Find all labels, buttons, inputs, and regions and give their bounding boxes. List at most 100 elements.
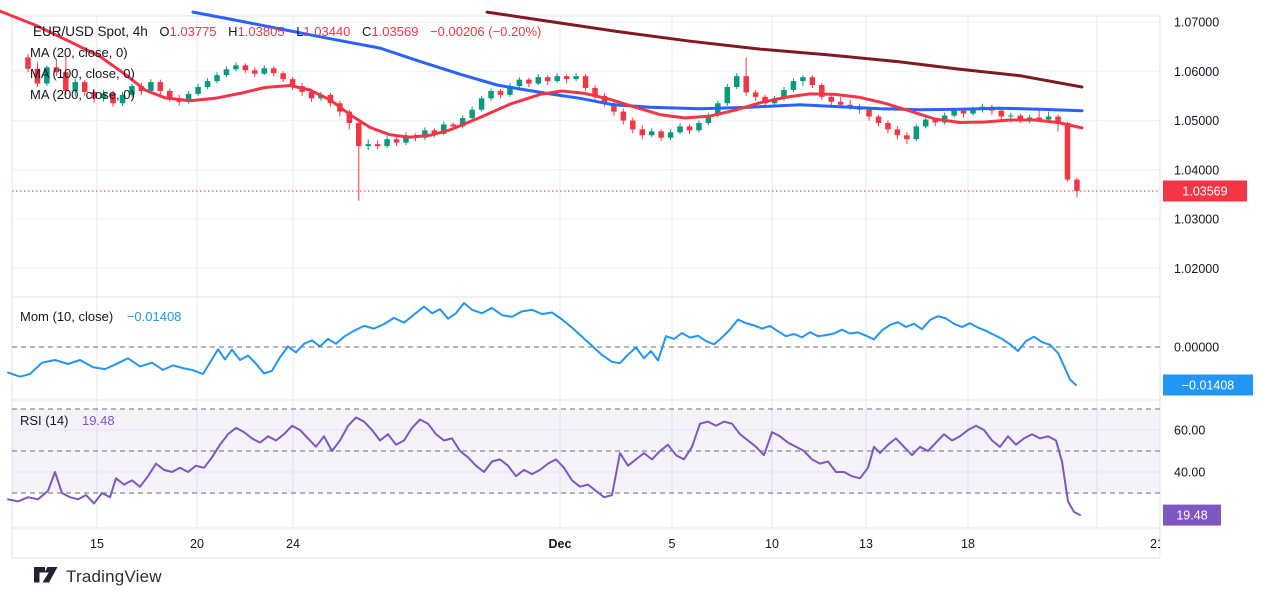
candle-body (781, 89, 787, 99)
candle-body (875, 116, 882, 123)
candle-body (72, 82, 78, 91)
candle-body (110, 93, 116, 104)
price-legend-row[interactable]: EUR/USD Spot, 4h O1.03775 H1.03805 L1.03… (33, 24, 541, 39)
rsi-legend-label: RSI (14) (20, 413, 69, 428)
time-tick-label: 20 (190, 537, 204, 551)
candle-body (582, 76, 589, 88)
candle-body (611, 103, 617, 112)
candle-body (157, 82, 164, 91)
candle-body (904, 135, 910, 140)
candle-body (469, 109, 475, 119)
candle-body (724, 87, 731, 104)
candle-body (648, 131, 655, 136)
rsi-tick-label: 60.00 (1174, 424, 1205, 438)
tradingview-logo[interactable]: TradingView (33, 566, 162, 588)
candle-body (1045, 116, 1052, 120)
tradingview-logo-text: TradingView (66, 567, 162, 586)
candle-body (970, 109, 976, 114)
rsi-tick-label: 40.00 (1174, 466, 1205, 480)
candle-body (242, 65, 249, 71)
candle-body (809, 77, 816, 86)
candle-body (507, 86, 513, 95)
candle-body (365, 144, 371, 147)
candle-body (932, 119, 938, 123)
candle-body (308, 91, 315, 99)
candle-body (403, 135, 409, 143)
candle-body (280, 73, 286, 80)
ma20-legend-row[interactable]: MA (20, close, 0) (30, 45, 128, 60)
candle-body (374, 144, 381, 147)
time-tick-label: 15 (90, 537, 104, 551)
momentum-value-badge-text: −0.01408 (1182, 379, 1235, 393)
candle-body (677, 126, 683, 133)
ma200-legend-row[interactable]: MA (200, close, 0) (30, 87, 135, 102)
ma200-legend-label: MA (200, close, 0) (30, 87, 135, 102)
candle-body (356, 122, 362, 147)
price-tick-label: 1.06000 (1174, 65, 1219, 79)
momentum-legend-row[interactable]: Mom (10, close) −0.01408 (20, 309, 181, 324)
candle-body (167, 90, 173, 99)
candle-body (441, 124, 447, 134)
ma100-legend-row[interactable]: MA (100, close, 0) (30, 66, 135, 81)
candle-body (998, 110, 1005, 117)
momentum-tick-label: 0.00000 (1174, 341, 1219, 355)
price-tick-label: 1.07000 (1174, 16, 1219, 30)
candle-body (743, 76, 749, 93)
chart-frame (11, 15, 1161, 559)
last-price-badge: 1.03569 (1163, 180, 1247, 202)
time-tick-label: 21 (1150, 537, 1164, 551)
candle-body (554, 76, 560, 82)
ma20-line (0, 9, 1084, 139)
candle-body (545, 77, 551, 82)
candle-body (630, 120, 636, 130)
candle-body (705, 115, 712, 123)
rsi-line (7, 416, 1081, 516)
high-label: H (228, 24, 238, 39)
candle-body (270, 68, 277, 74)
candle-body (535, 77, 542, 84)
candle-body (488, 90, 494, 99)
candle-body (734, 76, 740, 88)
rsi-legend-value: 19.48 (82, 413, 115, 428)
rsi-legend-row[interactable]: RSI (14) 19.48 (20, 413, 115, 428)
time-axis[interactable]: 15 20 24 Dec 5 10 13 18 21 (90, 537, 1164, 551)
close-value: 1.03569 (371, 24, 419, 39)
last-price-badge-bg (1163, 180, 1247, 202)
candle-body (53, 67, 60, 73)
momentum-legend-value: −0.01408 (126, 309, 182, 324)
candle-body (459, 118, 466, 127)
candle-body (185, 93, 192, 102)
candle-body (346, 111, 353, 123)
candle-body (573, 76, 579, 80)
candle-body (195, 87, 201, 94)
candle-body (620, 111, 627, 121)
momentum-legend-label: Mom (10, close) (20, 309, 114, 324)
candle-body (667, 132, 674, 138)
time-tick-label: 18 (961, 537, 975, 551)
candle-body (1074, 179, 1080, 191)
candle-body (601, 95, 608, 104)
candle-body (762, 96, 768, 104)
candle-body (800, 77, 806, 82)
low-label: L (296, 24, 304, 39)
price-axis[interactable]: 1.07000 1.06000 1.05000 1.04000 1.03000 1.020… (1174, 16, 1219, 480)
change-value: −0.00206 (−0.20%) (430, 24, 542, 39)
time-tick-label: 10 (765, 537, 779, 551)
candle-body (497, 90, 504, 95)
candle-body (261, 68, 267, 74)
grid-layer (12, 16, 1160, 528)
candle-body (866, 109, 872, 117)
candle-body (658, 131, 664, 138)
candle-body (828, 96, 834, 102)
candle-body (204, 81, 211, 88)
candle-body (526, 79, 532, 84)
candle-body (960, 110, 967, 114)
low-value: 1.03440 (303, 24, 351, 39)
open-label: O (159, 24, 170, 39)
ma100-legend-label: MA (100, close, 0) (30, 66, 135, 81)
candle-body (91, 91, 97, 99)
candle-body (951, 110, 957, 116)
candle-body (1008, 115, 1014, 117)
